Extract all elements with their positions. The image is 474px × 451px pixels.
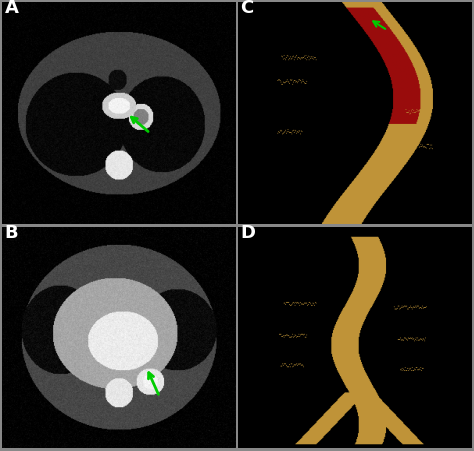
Text: C: C <box>240 0 254 17</box>
Text: B: B <box>5 224 18 242</box>
Text: D: D <box>240 224 255 242</box>
Text: A: A <box>5 0 18 17</box>
